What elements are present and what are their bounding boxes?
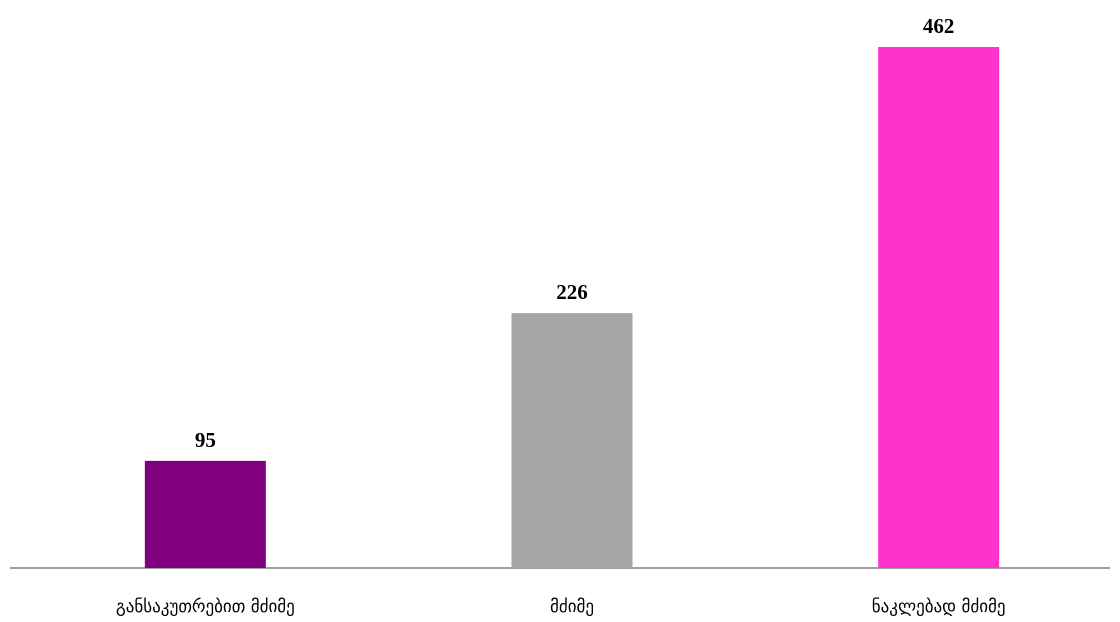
bar-2 bbox=[511, 313, 633, 568]
category-label-3: ნაკლებად მძიმე bbox=[872, 597, 1006, 617]
value-label-1: 95 bbox=[195, 428, 216, 452]
value-labels-layer: 95 226 462 bbox=[195, 14, 955, 452]
category-label-2: მძიმე bbox=[550, 597, 594, 617]
bar-1 bbox=[144, 460, 266, 568]
category-labels-layer: განსაკუთრებით მძიმე მძიმე ნაკლებად მძიმე bbox=[116, 597, 1006, 617]
value-label-2: 226 bbox=[556, 280, 588, 304]
bars-layer bbox=[144, 47, 1000, 568]
bar-3 bbox=[878, 47, 1000, 568]
category-label-1: განსაკუთრებით მძიმე bbox=[116, 597, 295, 617]
value-label-3: 462 bbox=[923, 14, 955, 38]
